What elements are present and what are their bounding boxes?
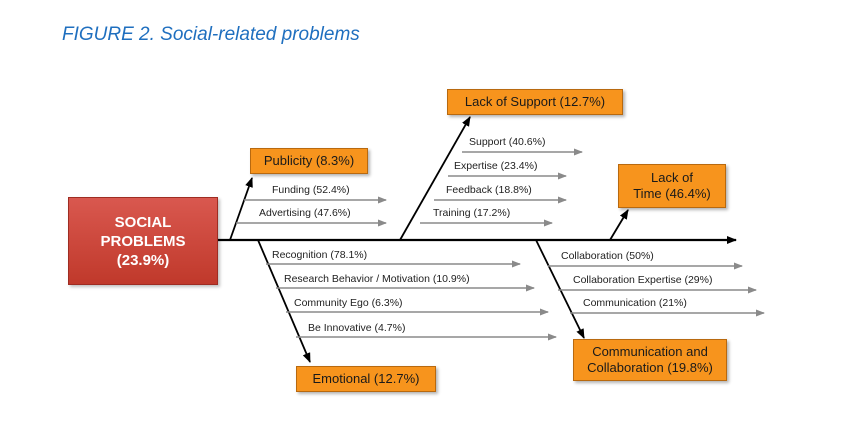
- head-line-1: SOCIAL: [114, 213, 172, 231]
- head-line-3: (23.9%): [116, 251, 170, 269]
- bone-lack-of-time: [609, 209, 629, 241]
- category-lack-of-support-label: Lack of Support (12.7%): [464, 94, 606, 109]
- category-publicity: Publicity (8.3%): [250, 148, 368, 174]
- bone-publicity: [229, 177, 253, 241]
- category-lack-of-support: Lack of Support (12.7%): [447, 89, 623, 115]
- cause-label-recognition: Recognition (78.1%): [272, 249, 368, 261]
- category-communication-line-1: Communication and: [592, 344, 708, 359]
- cause-label-community-ego: Community Ego (6.3%): [294, 297, 403, 309]
- category-communication-line-2: Collaboration (19.8%): [587, 360, 713, 375]
- bone-lack-of-support: [399, 116, 471, 241]
- cause-label-funding: Funding (52.4%): [272, 184, 350, 196]
- cause-label-be-innovative: Be Innovative (4.7%): [308, 322, 406, 334]
- category-publicity-label: Publicity (8.3%): [263, 153, 355, 168]
- cause-label-feedback: Feedback (18.8%): [446, 184, 532, 196]
- bone-emotional: [257, 239, 311, 363]
- figure-title: FIGURE 2. Social-related problems: [62, 24, 360, 45]
- cause-label-support: Support (40.6%): [469, 136, 546, 148]
- category-emotional: Emotional (12.7%): [296, 366, 436, 392]
- head-line-2: PROBLEMS: [100, 232, 186, 250]
- category-lack-of-time-line-2: Time (46.4%): [633, 186, 711, 201]
- cause-label-training: Training (17.2%): [433, 207, 511, 219]
- cause-label-expertise: Expertise (23.4%): [454, 160, 538, 172]
- category-communication: Communication and Collaboration (19.8%): [573, 339, 727, 381]
- cause-label-collaboration: Collaboration (50%): [561, 250, 654, 262]
- category-lack-of-time-line-1: Lack of: [651, 170, 693, 185]
- cause-label-communication: Communication (21%): [583, 297, 687, 309]
- bone-communication: [535, 239, 585, 339]
- category-lack-of-time: Lack of Time (46.4%): [618, 164, 726, 208]
- cause-label-collaboration-expertise: Collaboration Expertise (29%): [573, 274, 713, 286]
- category-emotional-label: Emotional (12.7%): [312, 371, 420, 386]
- cause-label-research-behavior: Research Behavior / Motivation (10.9%): [284, 273, 470, 285]
- cause-label-advertising: Advertising (47.6%): [259, 207, 351, 219]
- problem-head-box: SOCIAL PROBLEMS (23.9%): [68, 197, 218, 285]
